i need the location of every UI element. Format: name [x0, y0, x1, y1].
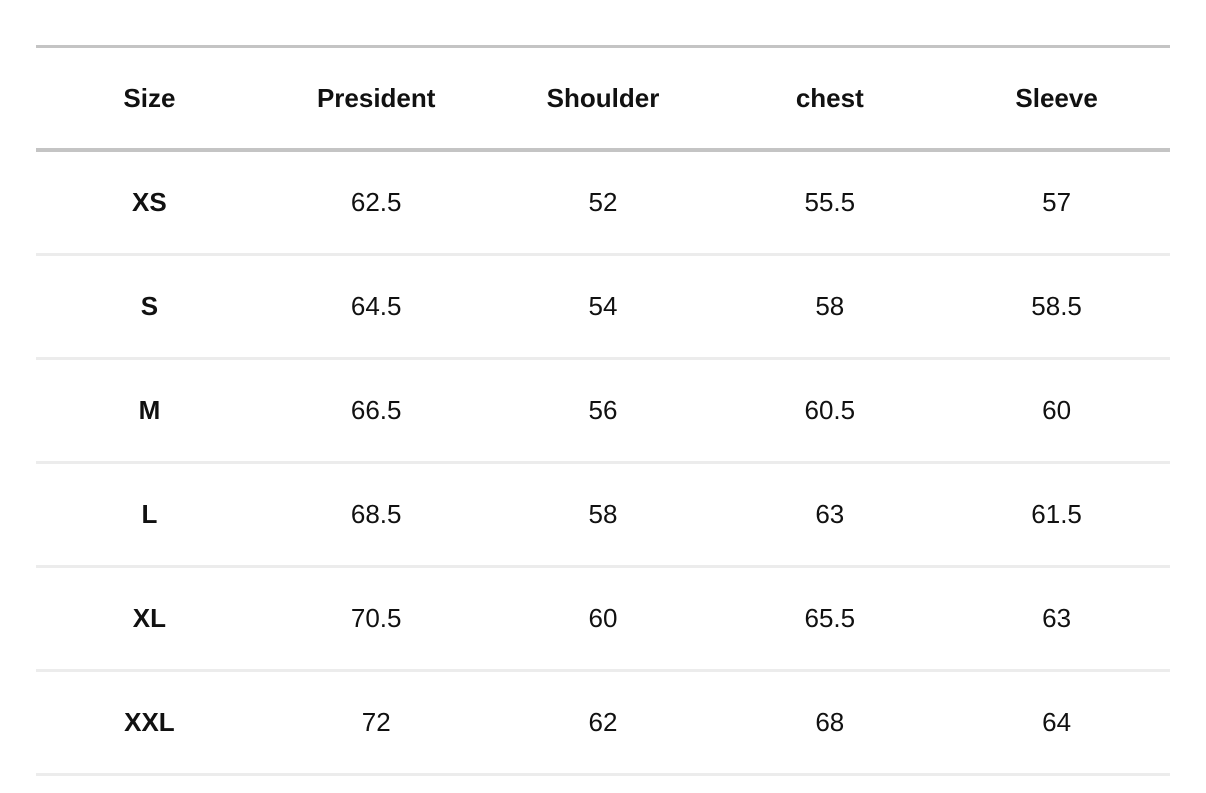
measure-cell: 68: [815, 707, 845, 737]
size-cell: XS: [132, 187, 167, 217]
size-table: Size President Shoulder chest Sleeve XS 62.5 52…: [36, 45, 1170, 776]
measure-cell: 64.5: [350, 291, 402, 321]
measure-cell: 54: [588, 291, 618, 321]
measure-cell: 57: [1042, 187, 1072, 217]
measure-cell: 55.5: [804, 187, 856, 217]
measure-cell: 63: [815, 499, 845, 529]
table-row: S 64.5 54 58 58.5: [36, 256, 1170, 360]
measure-cell: 62: [588, 707, 618, 737]
measure-cell: 52: [588, 187, 618, 217]
measure-cell: 60.5: [804, 395, 856, 425]
measure-cell: 58: [815, 291, 845, 321]
size-cell: M: [138, 395, 161, 425]
measure-cell: 68.5: [350, 499, 402, 529]
header-cell: President: [316, 82, 436, 113]
header-cell: Sleeve: [1015, 82, 1098, 113]
size-cell: L: [141, 499, 158, 529]
measure-cell: 64: [1042, 707, 1072, 737]
size-cell: S: [140, 291, 159, 321]
header-row: Size President Shoulder chest Sleeve: [36, 48, 1170, 152]
measure-cell: 56: [588, 395, 618, 425]
header-cell: Shoulder: [546, 82, 660, 113]
measure-cell: 60: [1042, 395, 1072, 425]
size-cell: XL: [132, 603, 167, 633]
table-row: XXL 72 62 68 64: [36, 672, 1170, 776]
size-cell: XXL: [124, 707, 175, 737]
measure-cell: 63: [1042, 603, 1072, 633]
measure-cell: 72: [361, 707, 391, 737]
table-row: L 68.5 58 63 61.5: [36, 464, 1170, 568]
measure-cell: 70.5: [350, 603, 402, 633]
table-row: M 66.5 56 60.5 60: [36, 360, 1170, 464]
measure-cell: 62.5: [350, 187, 402, 217]
measure-cell: 58.5: [1031, 291, 1082, 321]
measure-cell: 58: [588, 499, 618, 529]
table-row: XS 62.5 52 55.5 57: [36, 152, 1170, 256]
table-row: XL 70.5 60 65.5 63: [36, 568, 1170, 672]
measure-cell: 61.5: [1031, 499, 1082, 529]
measure-cell: 60: [588, 603, 618, 633]
header-cell: chest: [795, 82, 864, 113]
header-cell: Size: [123, 82, 176, 113]
measure-cell: 65.5: [804, 603, 856, 633]
measure-cell: 66.5: [350, 395, 402, 425]
